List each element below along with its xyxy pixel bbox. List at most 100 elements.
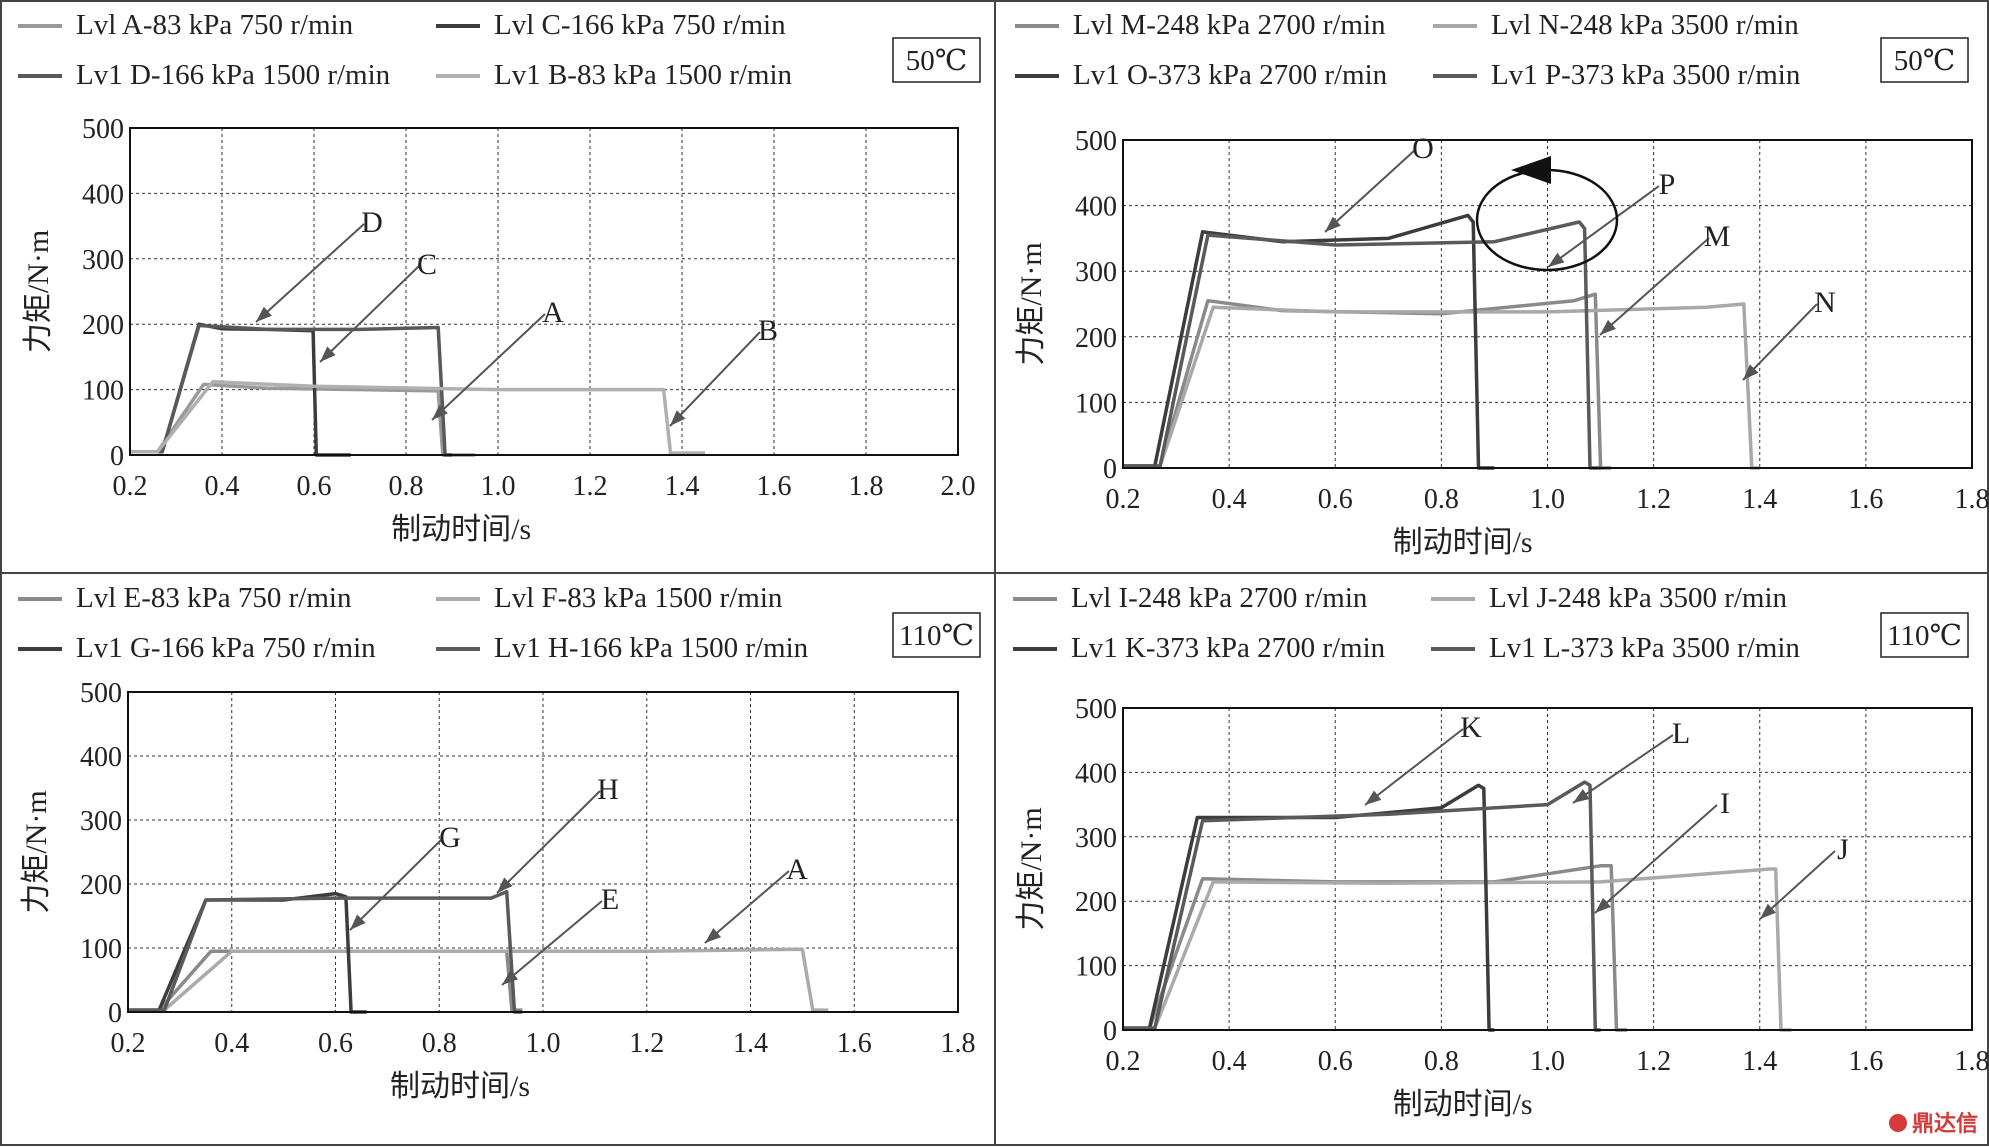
series-line-B [130,380,705,455]
annotation-label: A [786,853,808,886]
x-tick-label: 1.4 [733,1028,768,1059]
legend-label: Lvl C-166 kPa 750 r/min [494,9,786,41]
temperature-label: 110℃ [899,620,974,652]
plot-area [129,127,959,456]
y-tick-label: 200 [82,310,124,341]
annotation-label: M [1704,220,1731,253]
x-tick-label: 1.8 [1955,484,1989,515]
annotation-label: O [1412,132,1434,165]
y-tick-label: 100 [80,934,122,965]
y-axis-label: 力矩/N·m [1015,807,1048,930]
y-tick-label: 500 [1075,126,1117,157]
x-tick-label: 0.6 [1318,1046,1353,1077]
y-tick-label: 300 [80,806,122,837]
y-tick-label: 200 [80,870,122,901]
x-tick-label: 2.0 [941,471,976,502]
y-tick-label: 100 [82,376,124,407]
legend-label: Lvl J-248 kPa 3500 r/min [1489,582,1788,614]
y-tick-label: 300 [1075,823,1117,854]
annotation-leader [704,870,790,944]
annotation-arrowhead [320,346,336,362]
x-tick-label: 0.8 [1424,484,1459,515]
legend-label: Lv1 G-166 kPa 750 r/min [76,632,376,664]
x-tick-label: 0.2 [113,471,148,502]
x-tick-label: 0.8 [422,1028,457,1059]
y-tick-label: 400 [1075,192,1117,223]
x-axis-label: 制动时间/s [390,1070,530,1103]
x-tick-label: 1.4 [1742,484,1777,515]
y-axis-label: 力矩/N·m [20,790,53,913]
x-tick-label: 1.4 [1742,1046,1777,1077]
annotation-label: J [1837,833,1849,866]
x-tick-label: 1.0 [526,1028,561,1059]
annotation-leader [1572,734,1674,804]
y-tick-label: 400 [80,742,122,773]
annotation-leader [1594,804,1718,914]
annotation-leader [349,838,443,931]
annotation-label: I [1720,787,1730,820]
series-line-D [130,323,452,457]
y-axis-label: 力矩/N·m [22,230,55,353]
annotation-label: N [1814,286,1836,319]
x-tick-label: 1.4 [665,471,700,502]
annotation-arrowhead [1573,789,1590,803]
series-line-M [1123,292,1612,470]
x-tick-label: 1.8 [1955,1046,1989,1077]
legend-label: Lv1 H-166 kPa 1500 r/min [494,632,809,664]
x-tick-label: 1.6 [1848,1046,1883,1077]
x-tick-label: 0.2 [1106,484,1141,515]
annotation-arrowhead [497,877,513,893]
annotation-arrowhead [432,404,448,420]
annotation-leader [1324,149,1416,233]
chart-panel-3: Lvl E-83 kPa 750 r/min Lvl F-83 kPa 1500 … [18,582,981,1103]
annotation-arrowhead [705,928,722,943]
annotation-arrowhead [1325,216,1341,232]
series-line-J [1123,867,1792,1032]
annotation-arrowhead [1595,897,1611,913]
x-tick-label: 1.0 [1530,1046,1565,1077]
annotation-label: B [758,314,778,347]
y-tick-label: 100 [1075,388,1117,419]
annotation-leader [1599,237,1710,336]
cycle-arrowhead-icon [1511,156,1551,184]
y-tick-label: 200 [1075,887,1117,918]
temperature-box [892,612,981,658]
x-tick-label: 0.4 [1212,484,1247,515]
x-tick-label: 1.0 [1530,484,1565,515]
legend-label: Lvl M-248 kPa 2700 r/min [1073,9,1386,41]
x-tick-label: 0.4 [214,1028,249,1059]
annotation-arrowhead [256,306,272,322]
x-tick-label: 1.6 [1848,484,1883,515]
annotation-leader [1364,728,1464,806]
legend-label: Lv1 L-373 kPa 3500 r/min [1489,632,1800,664]
x-tick-label: 1.6 [757,471,792,502]
y-axis-label: 力矩/N·m [1015,242,1048,365]
chart-panel-1: Lvl A-83 kPa 750 r/min Lvl C-166 kPa 750 … [18,9,981,546]
x-tick-label: 0.2 [1106,1046,1141,1077]
x-axis-label: 制动时间/s [391,513,531,546]
annotation-leader [1742,303,1818,381]
annotation-label: C [417,248,437,281]
temperature-label: 50℃ [1894,45,1955,77]
x-tick-label: 0.8 [1424,1046,1459,1077]
temperature-box [1880,612,1969,658]
x-tick-label: 0.2 [111,1028,146,1059]
chart-panel-2: Lvl M-248 kPa 2700 r/min Lvl N-248 kPa 35… [1015,9,1989,559]
plot-area [127,691,959,1013]
annotation-leader [319,265,420,363]
annotation-label: G [439,821,461,854]
watermark-text: 鼎达信 [1912,1111,1978,1136]
temperature-label: 110℃ [1887,620,1962,652]
x-axis-label: 制动时间/s [1393,526,1533,559]
x-tick-label: 0.8 [389,471,424,502]
legend-label: Lv1 K-373 kPa 2700 r/min [1071,632,1386,664]
annotation-label: L [1672,717,1690,750]
annotation-label: A [542,296,564,329]
legend-label: Lv1 O-373 kPa 2700 r/min [1073,59,1388,91]
legend-label: Lv1 B-83 kPa 1500 r/min [494,59,793,91]
x-tick-label: 1.2 [573,471,608,502]
x-tick-label: 1.8 [849,471,884,502]
x-tick-label: 1.6 [837,1028,872,1059]
temperature-box [892,37,981,83]
